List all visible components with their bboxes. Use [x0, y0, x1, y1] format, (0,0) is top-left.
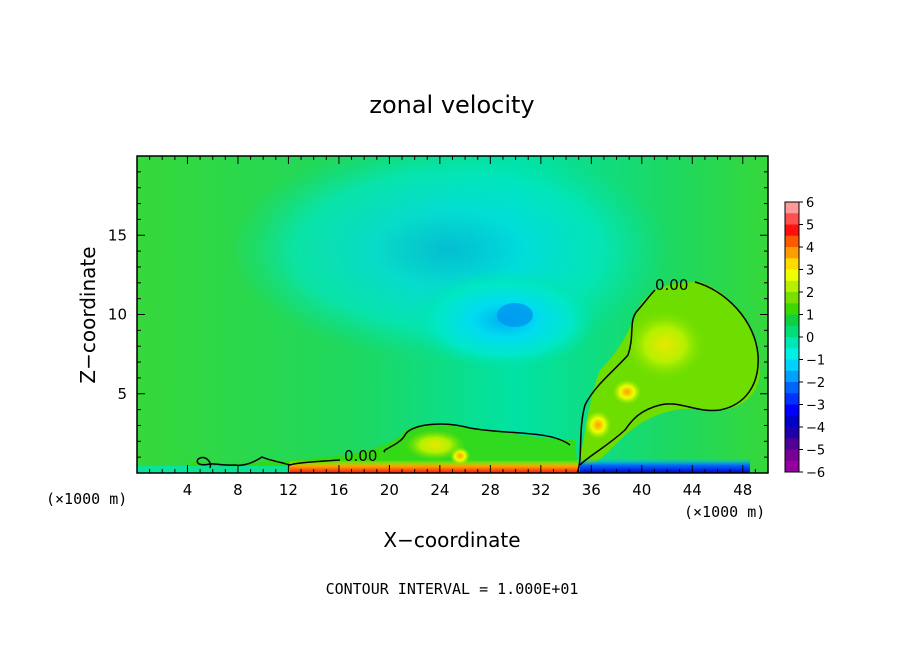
- x-tick-label: 8: [233, 481, 243, 499]
- x-tick-label: 48: [733, 481, 752, 499]
- x-tick-label: 24: [430, 481, 449, 499]
- field-hot-surface: [290, 460, 580, 473]
- colorbar-swatch: [785, 370, 799, 383]
- colorbar-label: −3: [806, 399, 825, 414]
- x-tick-label: 4: [183, 481, 193, 499]
- colorbar-swatch: [785, 269, 799, 282]
- colorbar-swatch: [785, 280, 799, 293]
- field-yellow-blob-1: [625, 310, 705, 380]
- colorbar-swatch: [785, 393, 799, 405]
- x-tick-label: 16: [329, 481, 348, 499]
- colorbar-label: −5: [806, 444, 825, 459]
- colorbar-swatch: [785, 404, 799, 417]
- field-cold-surface: [580, 458, 750, 473]
- colorbar-swatch: [785, 348, 799, 360]
- colorbar: 6 5 4 3 2 1 0 −1 −2 −3 −4 −5 −6: [784, 196, 825, 481]
- field-yellow-blob-2: [405, 430, 465, 460]
- colorbar-swatch: [785, 247, 799, 259]
- y-axis-label: Z−coordinate: [76, 246, 100, 383]
- colorbar-label: −4: [806, 421, 825, 436]
- x-axis-label: X−coordinate: [383, 528, 520, 552]
- y-tick-label: 10: [108, 306, 127, 324]
- colorbar-swatch: [785, 415, 799, 428]
- contour-label-1: 0.00: [655, 276, 688, 294]
- chart-title: zonal velocity: [369, 91, 534, 119]
- colorbar-swatch: [785, 449, 799, 462]
- x-tick-label: 36: [582, 481, 601, 499]
- x-tick-label: 32: [531, 481, 550, 499]
- colorbar-swatch: [785, 213, 799, 225]
- colorbar-swatch: [785, 337, 799, 349]
- colorbar-swatch: [785, 460, 799, 473]
- colorbar-swatch: [785, 438, 799, 450]
- colorbar-label: −1: [806, 354, 825, 369]
- colorbar-swatch: [785, 359, 799, 372]
- x-unit-right: (×1000 m): [684, 503, 765, 521]
- field: 0.00 0.00: [137, 156, 768, 473]
- colorbar-label: 1: [806, 309, 814, 324]
- colorbar-swatch: [785, 427, 799, 439]
- colorbar-label: 3: [806, 264, 814, 279]
- colorbar-label: 5: [806, 219, 814, 234]
- y-tick-label: 15: [108, 226, 127, 244]
- x-tick-label: 40: [632, 481, 651, 499]
- colorbar-swatch: [785, 235, 799, 248]
- colorbar-label: −6: [806, 466, 825, 481]
- colorbar-swatch: [785, 258, 799, 270]
- colorbar-label: −2: [806, 376, 825, 391]
- contour-interval-note: CONTOUR INTERVAL = 1.000E+01: [326, 580, 579, 598]
- colorbar-label: 0: [806, 331, 814, 346]
- colorbar-swatch: [785, 382, 799, 394]
- colorbar-swatch: [785, 202, 799, 214]
- colorbar-swatch: [785, 314, 799, 327]
- field-cyan-surface-left: [137, 466, 287, 473]
- x-unit-left: (×1000 m): [46, 490, 127, 508]
- colorbar-label: 2: [806, 286, 814, 301]
- x-tick-label: 28: [481, 481, 500, 499]
- field-orange-blob-1: [613, 380, 641, 404]
- colorbar-swatch: [785, 303, 799, 315]
- x-tick-label: 44: [683, 481, 702, 499]
- zero-contour: [196, 281, 759, 473]
- field-orange-blob-2: [585, 411, 611, 439]
- colorbar-swatch: [785, 325, 799, 338]
- field-blue-core: [497, 303, 533, 327]
- x-tick-label: 12: [279, 481, 298, 499]
- colorbar-label: 4: [806, 241, 814, 256]
- contour-label-2: 0.00: [344, 447, 377, 465]
- colorbar-swatch: [785, 292, 799, 304]
- x-tick-label: 20: [380, 481, 399, 499]
- y-tick-label: 5: [117, 385, 127, 403]
- colorbar-swatch: [785, 224, 799, 237]
- colorbar-label: 6: [806, 196, 814, 211]
